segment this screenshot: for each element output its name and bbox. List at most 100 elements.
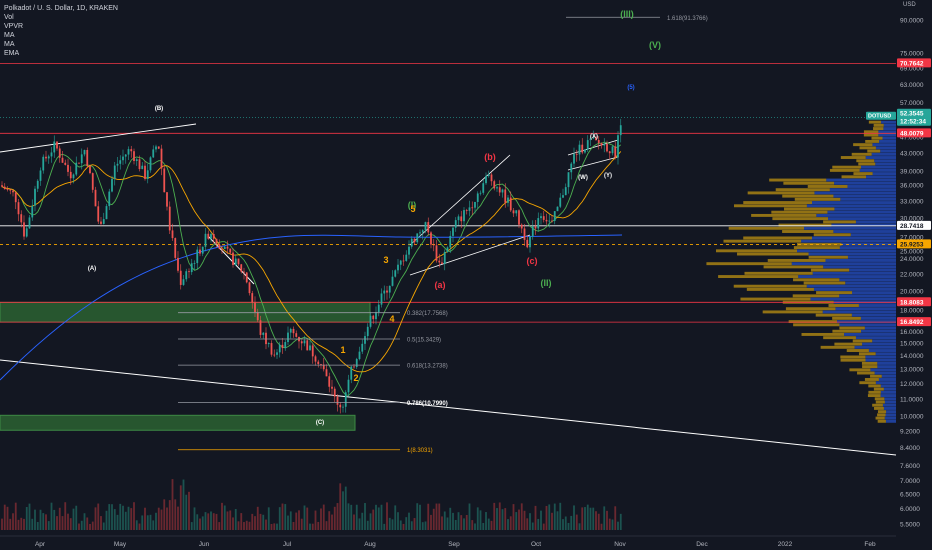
vpvr-bar-down xyxy=(840,156,866,159)
volume-bar xyxy=(298,510,300,530)
price-badge xyxy=(897,220,931,230)
vpvr-bar-down xyxy=(716,249,798,253)
vpvr-bar-up xyxy=(851,313,896,317)
indicator-ma-1[interactable]: MA xyxy=(4,32,15,39)
candle-body xyxy=(254,302,256,313)
volume-bar xyxy=(432,508,435,530)
volume-bar xyxy=(168,500,171,530)
volume-bar xyxy=(542,523,545,530)
volume-bar xyxy=(259,513,262,530)
volume-bar xyxy=(39,509,42,530)
volume-bar xyxy=(215,513,218,530)
vpvr-bar-down xyxy=(849,368,871,372)
candle-body xyxy=(259,320,262,335)
candle-body xyxy=(229,248,232,253)
candle-body xyxy=(210,233,212,239)
candle-body xyxy=(67,164,69,172)
volume-bar xyxy=(597,513,600,530)
volume-bar xyxy=(391,519,394,530)
volume-bar xyxy=(113,509,116,530)
volume-bar xyxy=(586,504,589,530)
volume-bar xyxy=(526,518,529,530)
vpvr-bar-up xyxy=(828,217,896,221)
candle-body xyxy=(490,174,493,182)
candle-body xyxy=(534,226,537,229)
volume-bar xyxy=(221,502,223,530)
vpvr-bar-down xyxy=(823,336,856,340)
volume-bar xyxy=(102,522,105,530)
candle-body xyxy=(314,356,317,362)
vpvr-bar-down xyxy=(820,345,855,349)
candle-body xyxy=(58,148,61,158)
indicator-ma-2[interactable]: MA xyxy=(4,41,15,48)
vpvr-bar-up xyxy=(813,287,896,291)
vpvr-bar-up xyxy=(884,400,896,404)
vpvr-bar-down xyxy=(744,271,813,275)
candle-body xyxy=(166,192,168,207)
vpvr-bar-down xyxy=(751,213,817,217)
vpvr-bar-down xyxy=(840,358,866,362)
indicator-vol[interactable]: Vol xyxy=(4,14,14,21)
candle-body xyxy=(603,143,606,146)
wave-label: (II) xyxy=(541,278,552,288)
vpvr-bar-up xyxy=(878,378,896,381)
candle-body xyxy=(523,228,526,240)
vpvr-bar-down xyxy=(861,361,878,365)
candle-body xyxy=(174,238,177,258)
vpvr-bar-up xyxy=(827,210,896,214)
volume-bar xyxy=(6,506,9,530)
vpvr-bar-up xyxy=(798,275,896,279)
vpvr-bar-down xyxy=(723,239,802,243)
volume-bar xyxy=(314,510,317,530)
volume-bar xyxy=(234,509,237,530)
vpvr-bar-down xyxy=(873,387,884,391)
candle-body xyxy=(284,342,287,349)
volume-bar xyxy=(265,519,267,530)
volume-bar xyxy=(476,507,479,530)
candle-body xyxy=(149,157,152,171)
volume-bar xyxy=(287,515,289,530)
candle-body xyxy=(413,238,416,243)
volume-bar xyxy=(548,504,551,530)
wave-label: (c) xyxy=(527,256,538,266)
vpvr-bar-down xyxy=(873,127,884,131)
volume-bar xyxy=(1,518,3,530)
volume-bar xyxy=(201,516,204,530)
support-zone-lower xyxy=(0,414,356,431)
vpvr-bar-down xyxy=(858,162,876,166)
candle-body xyxy=(207,233,210,239)
wave-label: (a) xyxy=(435,280,446,290)
vpvr-bar-up xyxy=(831,223,896,227)
vpvr-bar-up xyxy=(834,207,896,211)
y-tick-label: 10.0000 xyxy=(900,414,924,421)
y-tick-label: 36.0000 xyxy=(900,183,924,190)
volume-bar xyxy=(369,513,372,530)
vpvr-bar-up xyxy=(855,220,896,224)
candle-body xyxy=(75,162,78,175)
indicator-vpvr[interactable]: VPVR xyxy=(4,23,24,30)
candle-body xyxy=(133,151,135,162)
indicator-ema[interactable]: EMA xyxy=(4,50,20,57)
volume-bar xyxy=(375,504,377,530)
vpvr-bar-down xyxy=(763,265,824,269)
candle-body xyxy=(273,354,276,356)
candle-body xyxy=(391,276,394,286)
vpvr-bar-down xyxy=(877,413,886,417)
wave-labels: (B) (A) (C) (b) (a) (c) (I) (II) (III) (V) 3 5 1 2 4 (W… xyxy=(88,9,661,426)
y-tick-label: 8.4000 xyxy=(900,445,920,452)
volume-bar xyxy=(177,506,179,530)
y-tick-label: 20.0000 xyxy=(900,289,924,296)
volume-bar xyxy=(138,523,141,530)
candle-body xyxy=(388,285,391,293)
candle-body xyxy=(520,224,523,229)
fib-labels: 1.618(91.3766) 0.382(17.7568) 0.5(15.3429)… xyxy=(178,16,708,454)
volume-bar xyxy=(606,510,608,530)
vpvr-bar-down xyxy=(851,152,872,156)
candle-body xyxy=(69,171,72,179)
vpvr-bar-up xyxy=(885,419,896,423)
vpvr-bar-down xyxy=(859,146,876,150)
candle-body xyxy=(597,140,600,143)
candle-body xyxy=(460,216,463,222)
vpvr-bar-down xyxy=(823,220,856,224)
